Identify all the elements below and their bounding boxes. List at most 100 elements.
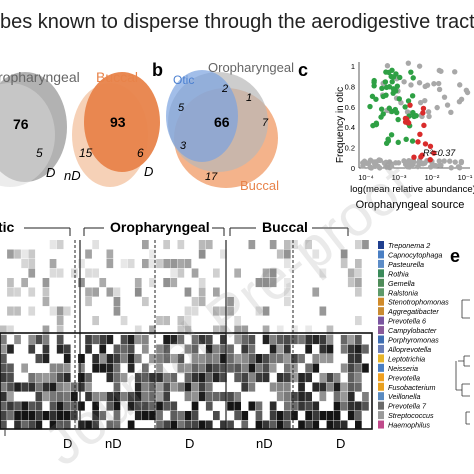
taxon-color-swatch [378, 411, 384, 420]
highlight-box [0, 332, 373, 430]
heatmap-cell [106, 354, 114, 364]
panel-c-point [457, 82, 463, 88]
heatmap-cell [0, 382, 7, 392]
heatmap-cell [106, 249, 114, 259]
heatmap-cell [355, 335, 362, 345]
taxon-color-swatch [378, 382, 384, 391]
panel-c-scatter [360, 60, 471, 171]
heatmap-cell [326, 325, 334, 335]
panel-c-point [401, 158, 407, 164]
heatmap-cell [106, 401, 114, 411]
heatmap-cell [340, 363, 348, 373]
panel-b-buccal-label: Buccal [240, 178, 279, 193]
panel-b-letter: b [152, 60, 163, 80]
heatmap-cell [163, 344, 170, 354]
heatmap-cell [298, 382, 305, 392]
heatmap-cell [255, 363, 263, 373]
heatmap-cell [319, 373, 327, 383]
heatmap-cell [355, 354, 362, 364]
heatmap-cell [120, 373, 128, 383]
heatmap-cell [213, 354, 220, 364]
heatmap-cell [333, 373, 341, 383]
heatmap-cell [333, 382, 341, 392]
heatmap-cell [355, 278, 362, 288]
heatmap-cell [92, 268, 99, 278]
panel-c-xtick-label: 10⁻⁴ [358, 173, 374, 182]
heatmap-cell [63, 382, 71, 392]
bottom-label-nd-2: nD [256, 436, 273, 451]
heatmap-cell [149, 401, 156, 411]
heatmap-cell [7, 373, 14, 383]
heatmap-cell [42, 354, 50, 364]
heatmap-cell [163, 401, 170, 411]
heatmap-cell [291, 401, 298, 411]
heatmap-cell [42, 373, 50, 383]
heatmap-cell [49, 268, 57, 278]
heatmap-cell [99, 344, 107, 354]
heatmap-cell [220, 325, 227, 335]
heatmap-cell [149, 373, 156, 383]
heatmap-cell [191, 354, 199, 364]
heatmap-cell [276, 411, 284, 421]
heatmap-cell [198, 278, 206, 288]
heatmap-cell [255, 306, 263, 316]
heatmap-cell [134, 401, 142, 411]
heatmap-cell [205, 335, 213, 345]
taxon-label: Neisseria [388, 364, 418, 373]
taxon-label: Pasteurella [388, 260, 424, 269]
heatmap-cell [14, 420, 21, 430]
heatmap-cell [120, 344, 128, 354]
group-oro-label: Oropharyngeal [110, 219, 210, 235]
panel-c-point [416, 63, 423, 69]
heatmap-cell [149, 325, 156, 335]
panel-c-point [431, 81, 437, 87]
heatmap-cell [305, 401, 312, 411]
heatmap-cell [191, 411, 199, 421]
taxon-label: Capnocytophaga [388, 250, 442, 259]
heatmap-cell [213, 363, 220, 373]
heatmap-cell [99, 354, 107, 364]
heatmap-cell [205, 240, 213, 250]
heatmap-cell [262, 268, 270, 278]
heatmap-cell [184, 411, 192, 421]
heatmap-cell [78, 259, 85, 269]
heatmap-cell [191, 344, 199, 354]
heatmap-cell [170, 354, 178, 364]
heatmap-cell [305, 335, 312, 345]
taxon-label: Fusobacterium [388, 383, 436, 392]
heatmap-cell [113, 401, 121, 411]
heatmap-panel: tic Oropharyngeal Buccal Treponema 2Capn… [0, 219, 470, 451]
heatmap-cell [42, 411, 50, 421]
heatmap-cell [333, 420, 341, 430]
heatmap-cell [106, 335, 114, 345]
heatmap-cell [177, 363, 185, 373]
heatmap-cell [205, 392, 213, 402]
heatmap-cell [113, 363, 121, 373]
heatmap-cell [255, 373, 263, 383]
heatmap-cell [35, 382, 43, 392]
heatmap-cell [305, 411, 312, 421]
heatmap-cell [21, 249, 28, 259]
heatmap-cell [63, 306, 71, 316]
heatmap-cell [7, 382, 14, 392]
heatmap-cell [170, 420, 178, 430]
panel-c-xtick-label: 10⁻² [425, 173, 440, 182]
heatmap-cell [0, 325, 7, 335]
taxon-label: Prevotella 7 [388, 402, 427, 411]
panel-c-point [392, 160, 399, 166]
heatmap-cell [255, 411, 263, 421]
panel-e-dendrogram [455, 299, 470, 425]
heatmap-cell [319, 382, 327, 392]
heatmap-cell [220, 354, 227, 364]
heatmap-cell [220, 335, 227, 345]
heatmap-cell [198, 287, 206, 297]
heatmap-cell [35, 335, 43, 345]
venn-oropharyngeal-light-ellipse [0, 83, 55, 187]
heatmap-cell [227, 354, 234, 364]
heatmap-cell [156, 259, 163, 269]
heatmap-cell [113, 420, 121, 430]
panel-c-ytick-label: 0 [351, 164, 355, 173]
heatmap-cell [14, 287, 21, 297]
heatmap-cell [362, 344, 369, 354]
panel-c-point [376, 157, 382, 163]
